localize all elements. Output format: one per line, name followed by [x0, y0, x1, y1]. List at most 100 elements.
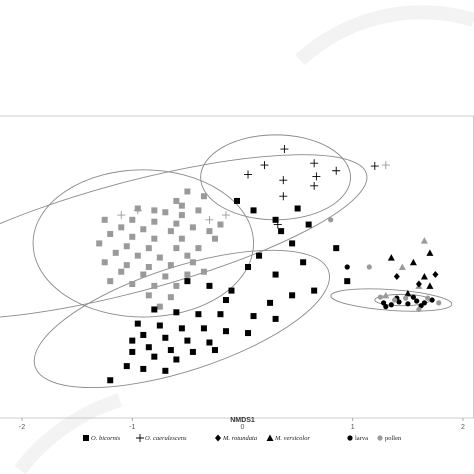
- data-point-o-bicornis: [206, 339, 213, 346]
- data-point-o-caerulescens: [117, 211, 126, 220]
- watermark-arc: [14, 393, 123, 474]
- data-point-m-versicolor: [420, 272, 428, 280]
- data-point-o-bicornis: [151, 207, 158, 214]
- data-point-m-versicolor: [409, 258, 417, 266]
- data-point-o-bicornis: [217, 221, 224, 228]
- data-point-o-bicornis: [134, 205, 141, 212]
- data-point-o-bicornis: [228, 287, 235, 294]
- data-point-o-bicornis: [123, 262, 130, 269]
- legend: O. bicornis O. caerulescens M. rotundata M.…: [83, 434, 402, 442]
- data-point-pollen: [392, 297, 398, 303]
- data-point-o-bicornis: [96, 240, 103, 247]
- data-point-o-bicornis: [167, 228, 174, 235]
- legend-label: larva: [355, 435, 368, 442]
- data-point-o-bicornis: [289, 292, 296, 299]
- data-point-larva: [381, 300, 387, 306]
- legend-label: pollen: [385, 435, 402, 442]
- data-point-o-bicornis: [151, 218, 158, 225]
- data-point-o-bicornis: [123, 363, 130, 370]
- data-point-o-bicornis: [195, 207, 202, 214]
- data-point-o-bicornis: [200, 325, 207, 332]
- x-tick-label: 1: [351, 424, 355, 431]
- data-point-o-bicornis: [140, 331, 147, 338]
- data-point-o-bicornis: [234, 197, 240, 204]
- data-point-o-bicornis: [162, 367, 169, 374]
- legend-label: O. bicornis: [91, 435, 121, 442]
- data-point-legend-5: [377, 435, 383, 441]
- data-point-o-bicornis: [189, 348, 196, 355]
- data-point-o-bicornis: [272, 216, 279, 223]
- data-point-o-caerulescens: [221, 211, 230, 220]
- data-point-o-bicornis: [173, 356, 180, 363]
- data-point-o-bicornis: [184, 271, 191, 278]
- data-point-pollen: [436, 300, 442, 306]
- confidence-ellipse: [0, 154, 368, 320]
- data-point-o-bicornis: [156, 303, 163, 310]
- data-point-pollen: [403, 295, 409, 301]
- data-point-o-bicornis: [333, 245, 340, 252]
- data-point-o-bicornis: [140, 226, 147, 233]
- data-point-o-bicornis: [162, 273, 169, 280]
- data-point-o-bicornis: [184, 278, 191, 285]
- data-point-m-versicolor: [426, 249, 434, 256]
- confidence-ellipse: [200, 134, 351, 221]
- data-point-o-bicornis: [178, 212, 185, 219]
- data-point-larva: [418, 303, 424, 309]
- data-point-o-caerulescens: [205, 215, 214, 224]
- data-point-larva: [344, 264, 350, 270]
- data-point-o-bicornis: [300, 259, 307, 266]
- data-point-legend-1: [136, 434, 144, 442]
- data-point-o-bicornis: [107, 278, 114, 285]
- data-point-o-bicornis: [101, 259, 108, 266]
- data-point-o-caerulescens: [260, 161, 269, 170]
- data-point-larva: [414, 298, 420, 304]
- data-point-larva: [429, 297, 435, 303]
- confidence-ellipse: [32, 169, 254, 318]
- data-point-o-caerulescens: [244, 170, 253, 179]
- data-point-o-bicornis: [167, 294, 174, 301]
- data-point-pollen: [377, 294, 383, 300]
- data-point-m-rotundata: [432, 271, 439, 279]
- data-point-o-bicornis: [184, 337, 191, 344]
- data-point-o-bicornis: [118, 268, 125, 275]
- confidence-ellipse: [33, 249, 330, 388]
- data-point-larva: [396, 299, 402, 305]
- data-point-o-bicornis: [129, 348, 136, 355]
- data-point-o-caerulescens: [310, 159, 319, 168]
- data-point-o-bicornis: [145, 292, 152, 299]
- data-point-o-bicornis: [151, 282, 158, 289]
- data-point-o-caerulescens: [332, 166, 341, 175]
- data-point-pollen: [425, 295, 431, 301]
- data-point-o-bicornis: [151, 306, 158, 313]
- data-point-m-rotundata: [415, 280, 422, 288]
- data-point-m-versicolor: [426, 282, 434, 289]
- data-point-pollen: [366, 264, 372, 270]
- data-point-o-bicornis: [211, 347, 218, 354]
- data-point-m-versicolor: [404, 289, 412, 297]
- data-point-m-versicolor: [420, 237, 428, 244]
- data-point-o-bicornis: [156, 254, 163, 261]
- data-point-m-versicolor: [398, 263, 406, 270]
- data-point-o-bicornis: [250, 207, 257, 214]
- data-point-o-bicornis: [289, 240, 296, 247]
- data-point-o-bicornis: [151, 235, 158, 242]
- data-point-o-bicornis: [200, 268, 207, 275]
- data-point-o-caerulescens: [312, 172, 321, 181]
- data-point-o-caerulescens: [370, 162, 379, 171]
- data-point-o-bicornis: [145, 264, 152, 270]
- data-point-o-bicornis: [272, 315, 279, 322]
- data-point-o-bicornis: [245, 330, 252, 337]
- data-point-pollen: [416, 306, 422, 313]
- data-point-o-bicornis: [344, 278, 351, 285]
- data-point-o-bicornis: [123, 243, 130, 250]
- data-point-legend-0: [83, 435, 89, 441]
- data-point-o-bicornis: [173, 245, 180, 252]
- data-point-o-bicornis: [162, 209, 169, 216]
- watermark-arc: [295, 5, 474, 66]
- data-point-o-caerulescens: [279, 192, 288, 201]
- data-point-o-bicornis: [278, 228, 285, 235]
- data-point-o-caerulescens: [279, 176, 288, 185]
- data-point-o-bicornis: [129, 280, 136, 287]
- data-point-o-bicornis: [173, 309, 180, 316]
- data-point-o-bicornis: [173, 282, 180, 289]
